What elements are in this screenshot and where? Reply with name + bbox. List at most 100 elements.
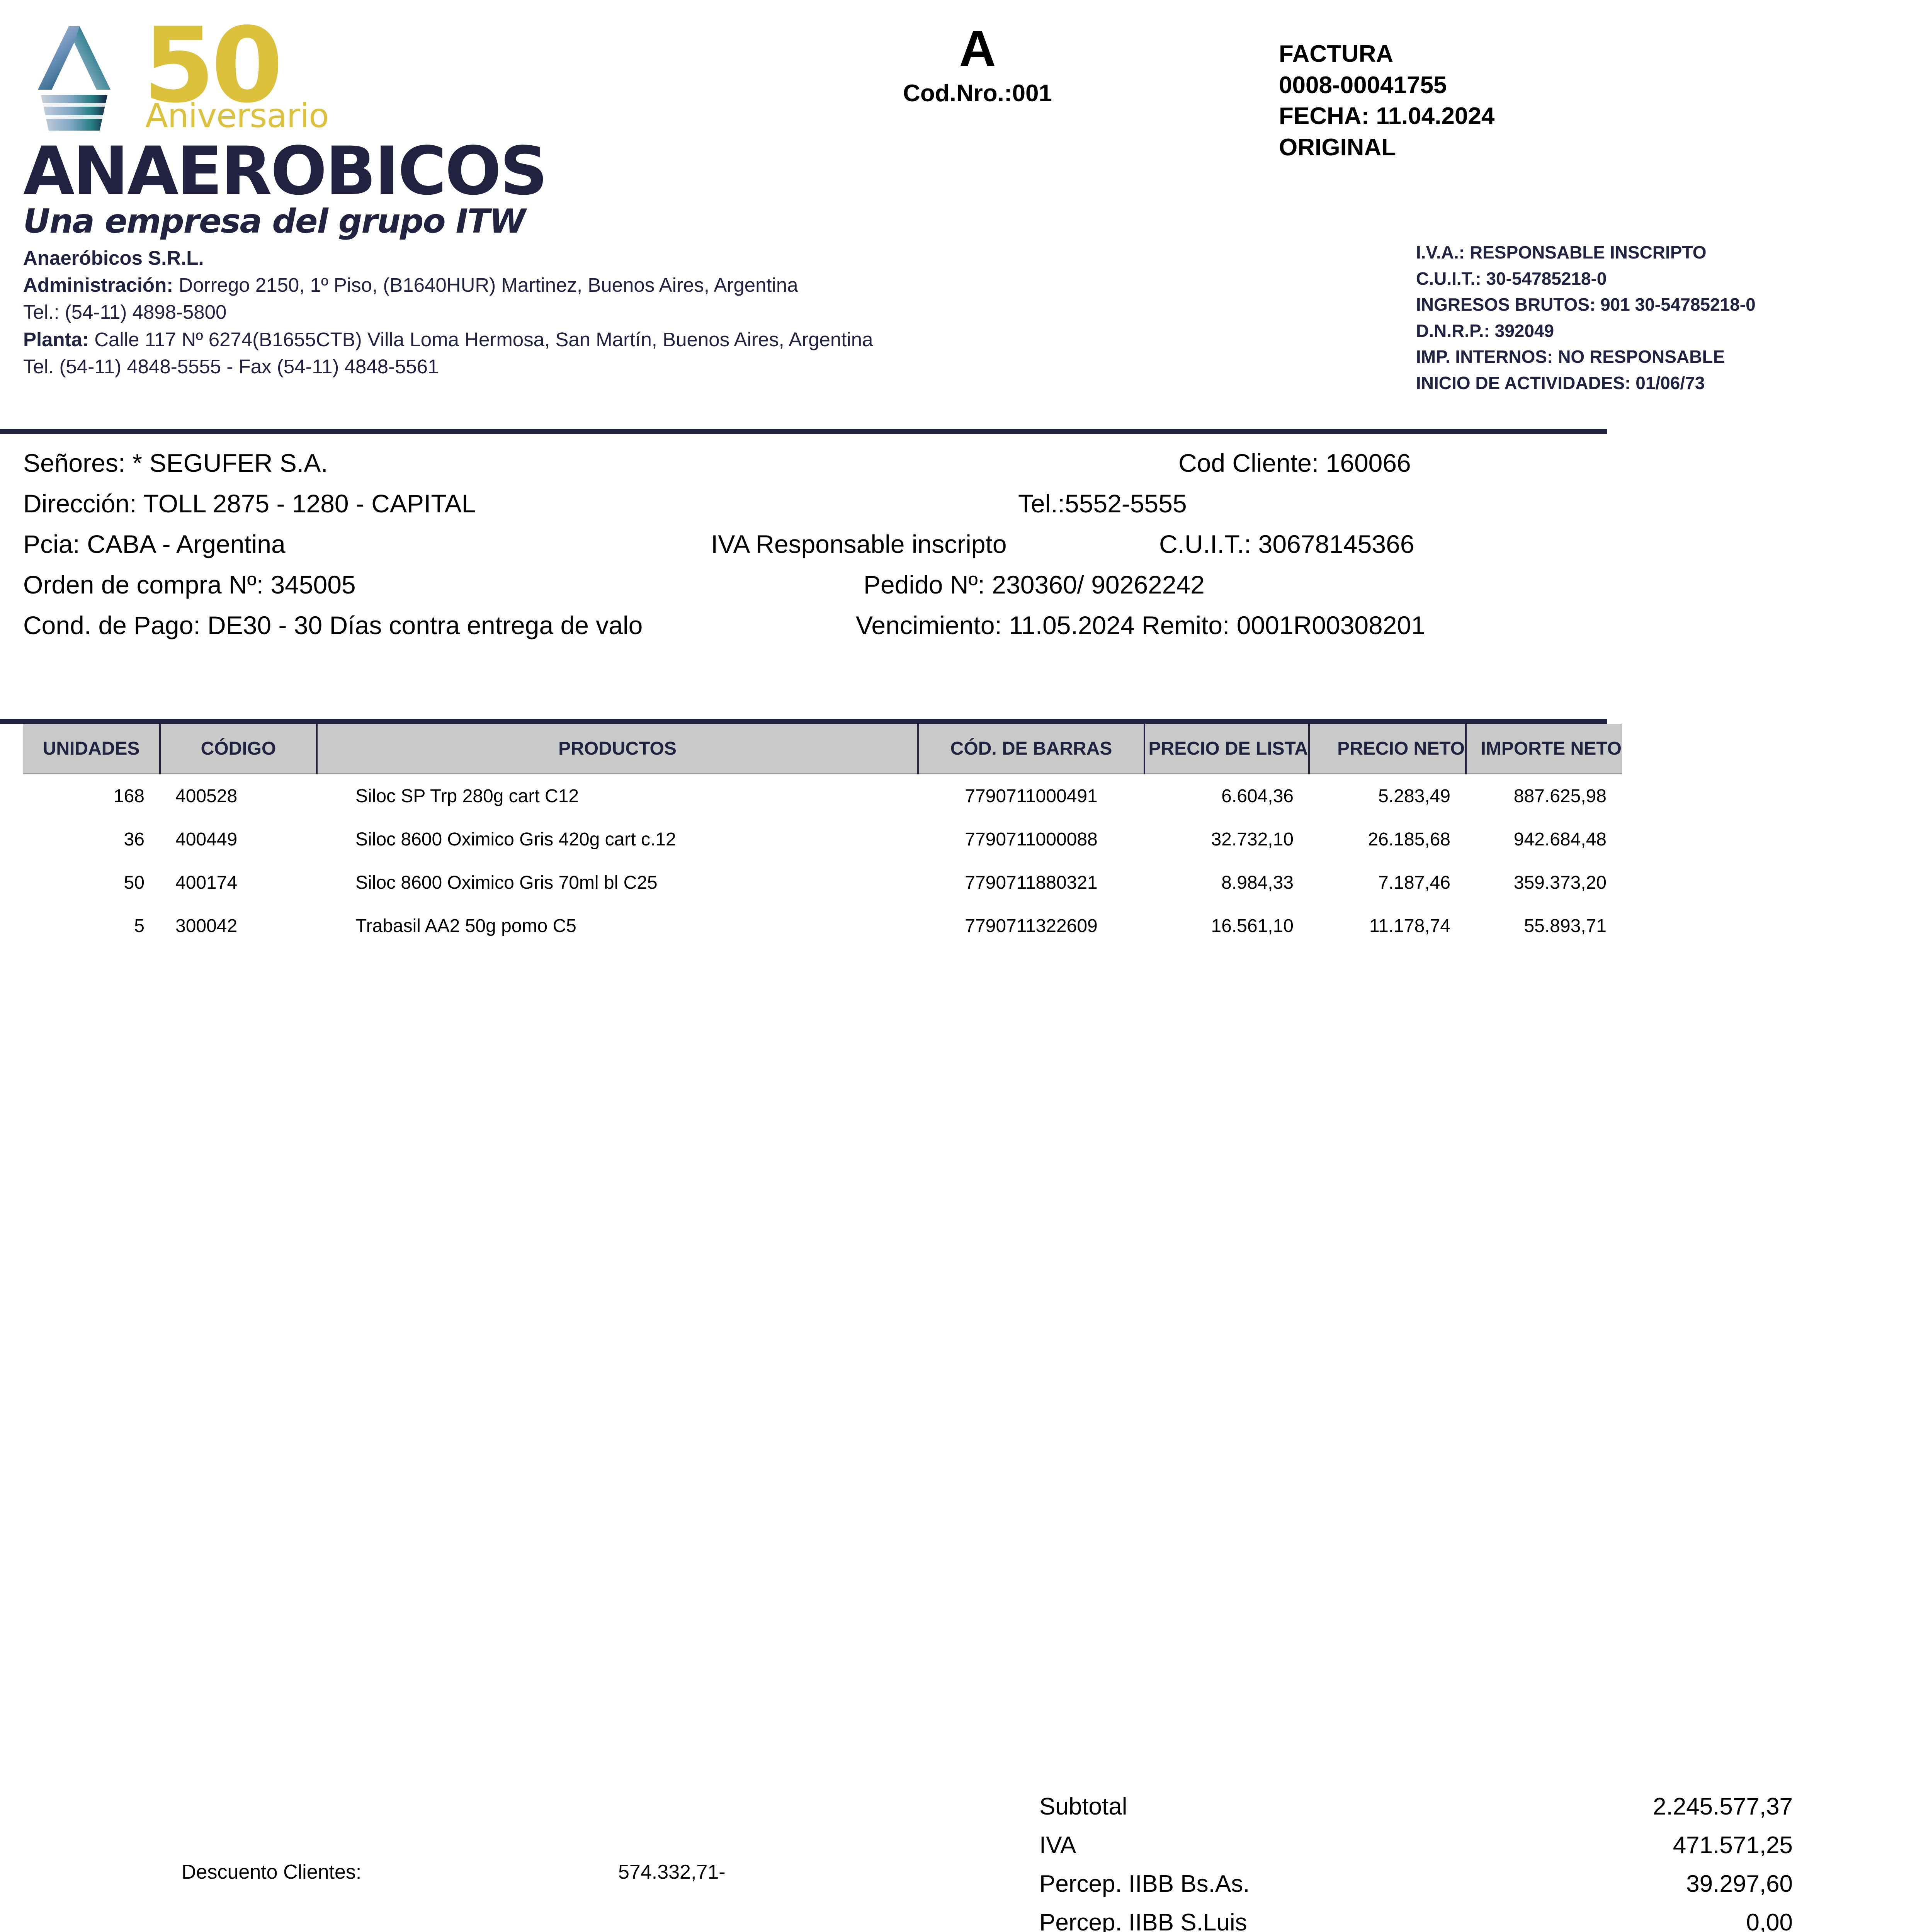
line-items-table: UNIDADES CÓDIGO PRODUCTOS CÓD. DE BARRAS… (23, 724, 1622, 947)
cell-precio-lista: 6.604,36 (1221, 786, 1294, 806)
cell-precio-lista: 8.984,33 (1221, 872, 1294, 893)
fiscal-iva: I.V.A.: RESPONSABLE INSCRIPTO (1416, 242, 1707, 262)
invoice-number: 0008-00041755 (1279, 71, 1447, 99)
total-value: 2.245.577,37 (1652, 1793, 1793, 1820)
customer-row-1: Señores: * SEGUFER S.A. Cod Cliente: 160… (23, 448, 1607, 489)
fiscal-imp-internos: IMP. INTERNOS: NO RESPONSABLE (1416, 347, 1725, 367)
fiscal-dnrp: D.N.R.P.: 392049 (1416, 320, 1554, 341)
table-row: 5 300042 Trabasil AA2 50g pomo C5 779071… (23, 904, 1622, 947)
table-row: 50 400174 Siloc 8600 Oximico Gris 70ml b… (23, 861, 1622, 904)
cell-unidades: 50 (124, 872, 145, 893)
company-tagline: Una empresa del grupo ITW (23, 202, 526, 241)
discount-label: Descuento Clientes: (182, 1861, 362, 1883)
customer-phone: Tel.:5552-5555 (1018, 489, 1187, 518)
customer-province: Pcia: CABA - Argentina (23, 530, 286, 558)
anaerobicos-logo-icon (23, 23, 128, 133)
table-row: 36 400449 Siloc 8600 Oximico Gris 420g c… (23, 818, 1622, 861)
cell-producto: Siloc 8600 Oximico Gris 420g cart c.12 (355, 829, 676, 850)
col-header-unidades: UNIDADES (23, 724, 161, 774)
cell-codigo: 400528 (175, 786, 238, 806)
col-header-productos: PRODUCTOS (317, 724, 919, 774)
document-letter: A (959, 20, 996, 77)
planta-address: Calle 117 Nº 6274(B1655CTB) Villa Loma H… (89, 328, 873, 350)
cell-producto: Siloc SP Trp 280g cart C12 (355, 786, 579, 806)
total-value: 39.297,60 (1686, 1871, 1793, 1897)
fiscal-ingresos-brutos: INGRESOS BRUTOS: 901 30-54785218-0 (1416, 294, 1756, 315)
purchase-order: Orden de compra Nº: 345005 (23, 570, 356, 599)
document-type-block: A Cod.Nro.:001 (842, 23, 1113, 107)
cell-cod-barras: 7790711000491 (965, 786, 1098, 806)
due-date-remito: Vencimiento: 11.05.2024 Remito: 0001R003… (856, 611, 1425, 639)
admin-label: Administración: (23, 274, 173, 296)
anniversary-logo: 50 Aniversario (143, 5, 329, 136)
cell-importe-neto: 55.893,71 (1524, 915, 1607, 936)
company-name: ANAEROBICOS (23, 132, 548, 210)
anniversary-number: 50 (143, 5, 283, 126)
customer-cuit: C.U.I.T.: 30678145366 (1159, 530, 1414, 558)
customer-code: Cod Cliente: 160066 (1178, 449, 1411, 477)
cell-unidades: 168 (113, 786, 145, 806)
total-label: Percep. IIBB Bs.As. (1039, 1871, 1250, 1897)
company-legal-name: Anaeróbicos S.R.L. (23, 247, 204, 269)
customer-row-5: Cond. de Pago: DE30 - 30 Días contra ent… (23, 611, 1607, 651)
logo-row: 50 Aniversario (23, 5, 556, 139)
divider-top (0, 429, 1607, 434)
cell-precio-lista: 16.561,10 (1211, 915, 1294, 936)
cell-precio-neto: 11.178,74 (1369, 915, 1450, 936)
planta-label: Planta: (23, 328, 89, 350)
cell-unidades: 5 (134, 915, 145, 936)
admin-address: Dorrego 2150, 1º Piso, (B1640HUR) Martin… (173, 274, 798, 296)
company-header: 50 Aniversario ANAEROBICOS Una empresa d… (23, 5, 873, 381)
col-header-importe-neto: IMPORTE NETO (1466, 724, 1622, 774)
customer-iva-condition: IVA Responsable inscripto (711, 530, 1007, 558)
totals-block: Subtotal 2.245.577,37 IVA 471.571,25 Perce… (1039, 1793, 1793, 1932)
anniversary-word: Aniversario (145, 97, 329, 136)
admin-phone: Tel.: (54-11) 4898-5800 (23, 301, 227, 323)
total-row: Percep. IIBB Bs.As. 39.297,60 (1039, 1870, 1793, 1909)
col-header-cod-barras: CÓD. DE BARRAS (918, 724, 1145, 774)
planta-phone: Tel. (54-11) 4848-5555 - Fax (54-11) 484… (23, 355, 439, 378)
cell-precio-neto: 7.187,46 (1378, 872, 1450, 893)
customer-block: Señores: * SEGUFER S.A. Cod Cliente: 160… (23, 448, 1607, 651)
cell-importe-neto: 359.373,20 (1513, 872, 1607, 893)
fiscal-cuit: C.U.I.T.: 30-54785218-0 (1416, 268, 1607, 289)
cell-codigo: 300042 (175, 915, 238, 936)
cell-producto: Trabasil AA2 50g pomo C5 (355, 915, 576, 936)
customer-row-2: Dirección: TOLL 2875 - 1280 - CAPITAL Te… (23, 489, 1607, 529)
cell-cod-barras: 7790711880321 (965, 872, 1098, 893)
payment-terms: Cond. de Pago: DE30 - 30 Días contra ent… (23, 611, 643, 639)
customer-row-4: Orden de compra Nº: 345005 Pedido Nº: 23… (23, 570, 1607, 611)
cell-unidades: 36 (124, 829, 145, 850)
table-row: 168 400528 Siloc SP Trp 280g cart C12 77… (23, 774, 1622, 818)
total-label: Percep. IIBB S.Luis (1039, 1909, 1247, 1932)
cell-producto: Siloc 8600 Oximico Gris 70ml bl C25 (355, 872, 658, 893)
company-address-block: Anaeróbicos S.R.L. Administración: Dorre… (23, 245, 873, 381)
divider-above-table (0, 719, 1607, 724)
invoice-date: FECHA: 11.04.2024 (1279, 103, 1495, 130)
total-row: Subtotal 2.245.577,37 (1039, 1793, 1793, 1832)
customer-name: Señores: * SEGUFER S.A. (23, 449, 328, 477)
col-header-codigo: CÓDIGO (160, 724, 318, 774)
order-number: Pedido Nº: 230360/ 90262242 (864, 570, 1205, 599)
total-label: Subtotal (1039, 1793, 1127, 1820)
invoice-info-block: FACTURA 0008-00041755 FECHA: 11.04.2024 … (1279, 39, 1494, 163)
total-value: 471.571,25 (1673, 1832, 1793, 1859)
cell-precio-neto: 5.283,49 (1378, 786, 1450, 806)
total-row: Percep. IIBB S.Luis 0,00 (1039, 1909, 1793, 1932)
table-header-row: UNIDADES CÓDIGO PRODUCTOS CÓD. DE BARRAS… (23, 724, 1622, 774)
fiscal-inicio-actividades: INICIO DE ACTIVIDADES: 01/06/73 (1416, 373, 1705, 393)
document-cod-nro: Cod.Nro.:001 (903, 80, 1052, 107)
discount-value: 574.332,71- (618, 1861, 726, 1883)
customer-row-3: Pcia: CABA - Argentina IVA Responsable i… (23, 529, 1607, 570)
cell-importe-neto: 942.684,48 (1513, 829, 1607, 850)
invoice-title: FACTURA (1279, 41, 1394, 67)
cell-codigo: 400449 (175, 829, 238, 850)
cell-codigo: 400174 (175, 872, 238, 893)
cell-importe-neto: 887.625,98 (1513, 786, 1607, 806)
total-row: IVA 471.571,25 (1039, 1832, 1793, 1870)
cell-cod-barras: 7790711322609 (965, 915, 1098, 936)
total-value: 0,00 (1746, 1909, 1793, 1932)
cell-precio-lista: 32.732,10 (1211, 829, 1294, 850)
col-header-precio-neto: PRECIO NETO (1309, 724, 1467, 774)
